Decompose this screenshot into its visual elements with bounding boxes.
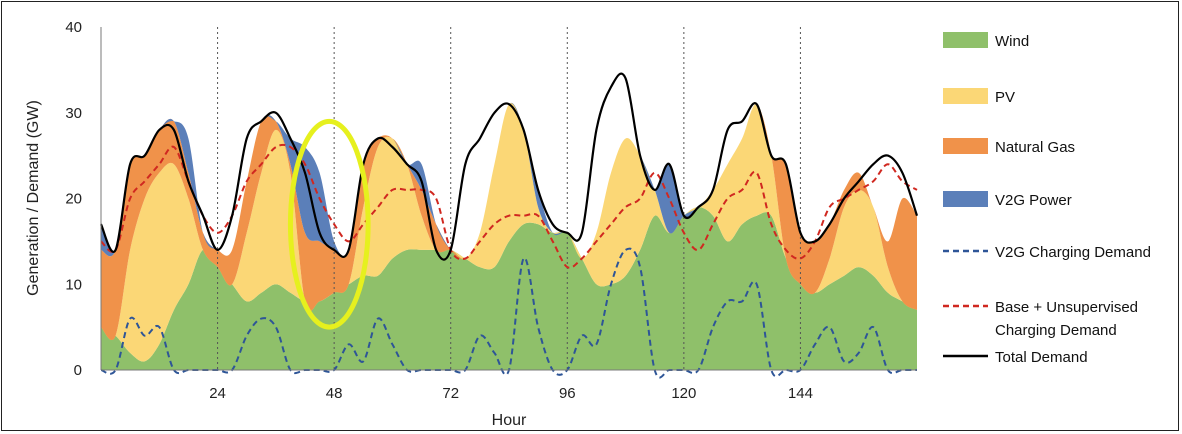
x-tick-48: 48 xyxy=(326,385,343,402)
axes xyxy=(100,27,917,371)
legend-label-v2g-power: V2G Power xyxy=(995,192,1072,209)
area-v2g-power xyxy=(101,102,917,260)
y-tick-labels: 0 10 20 30 40 xyxy=(65,19,82,379)
legend-swatch-wind xyxy=(943,32,988,48)
legend-label-natural-gas: Natural Gas xyxy=(995,139,1075,156)
line-total-demand xyxy=(99,72,919,261)
x-tick-96: 96 xyxy=(559,385,576,402)
x-tick-24: 24 xyxy=(209,385,226,402)
y-tick-20: 20 xyxy=(65,191,82,208)
legend-swatch-pv xyxy=(943,88,988,104)
x-tick-labels: 24 48 72 96 120 144 xyxy=(209,385,813,402)
y-tick-0: 0 xyxy=(74,362,82,379)
highlight-annotation xyxy=(287,118,371,330)
area-natural-gas xyxy=(101,102,917,341)
y-tick-40: 40 xyxy=(65,19,82,36)
area-pv xyxy=(101,102,917,362)
legend: Wind PV Natural Gas V2G Power V2G Chargi… xyxy=(943,32,1151,366)
y-tick-30: 30 xyxy=(65,105,82,122)
legend-label-wind: Wind xyxy=(995,33,1029,50)
legend-label-v2g-charging: V2G Charging Demand xyxy=(995,244,1151,261)
y-axis-title: Generation / Demand (GW) xyxy=(25,100,42,296)
vertical-gridlines xyxy=(217,27,801,370)
demand-lines xyxy=(99,72,919,379)
legend-label-base-demand-line1: Base + Unsupervised xyxy=(995,299,1138,316)
line-v2g-charging-demand xyxy=(100,247,917,379)
legend-swatch-natural-gas xyxy=(943,138,988,154)
legend-label-total-demand: Total Demand xyxy=(995,349,1088,366)
line-base-unsupervised-charging-demand xyxy=(100,143,918,269)
legend-swatch-v2g-power xyxy=(943,191,988,207)
highlight-ellipse xyxy=(287,118,371,330)
x-tick-120: 120 xyxy=(671,385,696,402)
x-tick-144: 144 xyxy=(788,385,813,402)
legend-label-base-demand-line2: Charging Demand xyxy=(995,322,1117,339)
legend-label-pv: PV xyxy=(995,89,1015,106)
stacked-areas xyxy=(101,102,917,370)
x-axis-title: Hour xyxy=(492,412,527,429)
y-tick-10: 10 xyxy=(65,276,82,293)
x-tick-72: 72 xyxy=(442,385,459,402)
